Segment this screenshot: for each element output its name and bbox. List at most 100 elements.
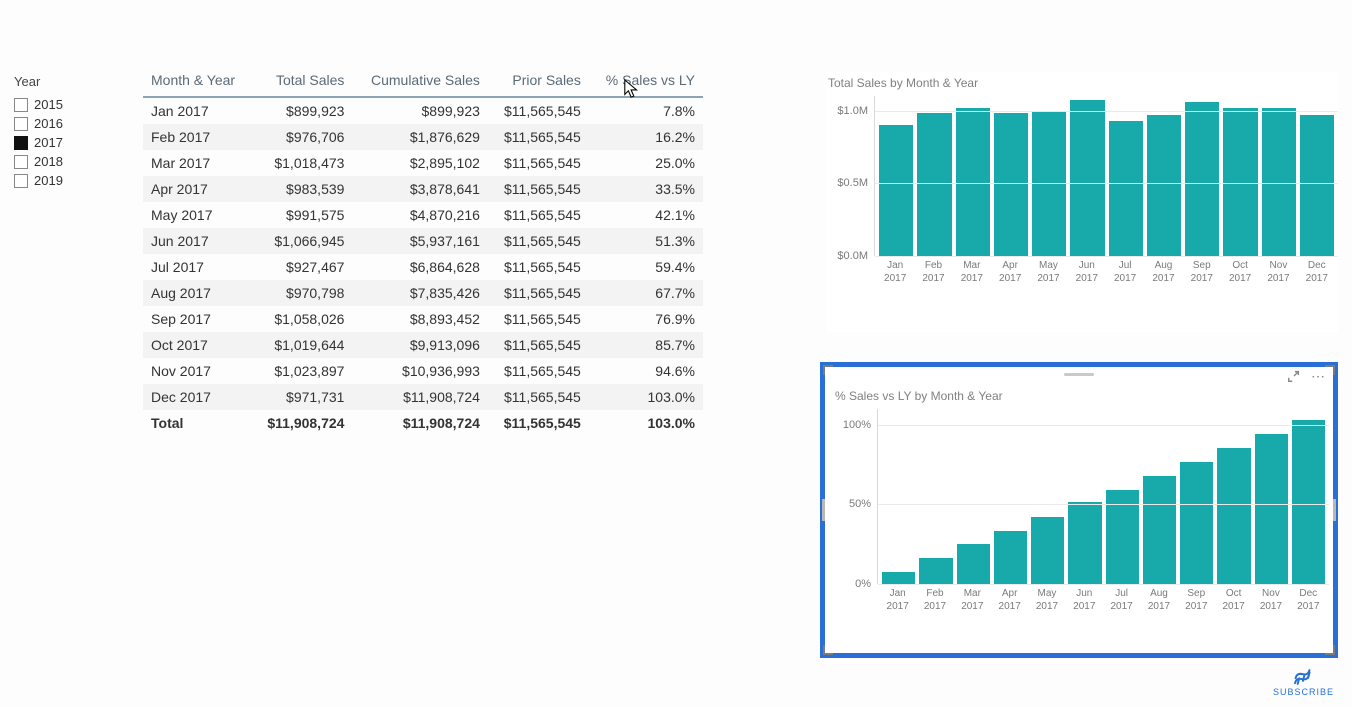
table-cell: $899,923: [352, 97, 487, 124]
chart-bar[interactable]: [1180, 462, 1213, 584]
table-cell: Oct 2017: [143, 332, 252, 358]
total-sales-chart[interactable]: Total Sales by Month & Year $1.0M$0.5M$0…: [826, 72, 1338, 332]
chart-bar[interactable]: [1185, 102, 1219, 256]
table-cell: 51.3%: [589, 228, 703, 254]
table-cell: Feb 2017: [143, 124, 252, 150]
x-axis-label: Sep2017: [1185, 260, 1219, 285]
table-cell: $11,565,545: [488, 280, 589, 306]
table-row[interactable]: May 2017$991,575$4,870,216$11,565,54542.…: [143, 202, 703, 228]
table-cell: $4,870,216: [352, 202, 487, 228]
chart-bar[interactable]: [1255, 434, 1288, 585]
chart-bar[interactable]: [919, 558, 952, 584]
table-cell: $11,565,545: [488, 358, 589, 384]
table-cell: 94.6%: [589, 358, 703, 384]
checkbox-icon[interactable]: [14, 155, 28, 169]
resize-handle-br[interactable]: [1325, 645, 1335, 655]
chart-bar[interactable]: [956, 108, 990, 256]
x-axis-label: Nov2017: [1261, 260, 1295, 285]
column-header[interactable]: Month & Year: [143, 66, 252, 97]
chart-bar[interactable]: [879, 125, 913, 256]
chart-bar[interactable]: [994, 113, 1028, 256]
table-row[interactable]: Nov 2017$1,023,897$10,936,993$11,565,545…: [143, 358, 703, 384]
column-header[interactable]: % Sales vs LY: [589, 66, 703, 97]
table-cell: Total: [143, 410, 252, 436]
slicer-item[interactable]: 2016: [14, 114, 124, 133]
slicer-item[interactable]: 2018: [14, 152, 124, 171]
y-axis-label: $0.5M: [837, 177, 868, 189]
slicer-item-label: 2018: [34, 154, 63, 169]
table-cell: $991,575: [252, 202, 353, 228]
x-axis-label: Oct2017: [1223, 260, 1257, 285]
table-row[interactable]: Oct 2017$1,019,644$9,913,096$11,565,5458…: [143, 332, 703, 358]
column-header[interactable]: Prior Sales: [488, 66, 589, 97]
table-row[interactable]: Jun 2017$1,066,945$5,937,161$11,565,5455…: [143, 228, 703, 254]
slicer-item[interactable]: 2019: [14, 171, 124, 190]
chart-bar[interactable]: [1217, 448, 1250, 584]
column-header[interactable]: Total Sales: [252, 66, 353, 97]
table-cell: $11,908,724: [252, 410, 353, 436]
table-row[interactable]: Dec 2017$971,731$11,908,724$11,565,54510…: [143, 384, 703, 410]
table-cell: $11,908,724: [352, 384, 487, 410]
chart-bar[interactable]: [994, 531, 1027, 584]
more-options-icon[interactable]: ⋯: [1311, 369, 1325, 385]
x-axis-label: Sep2017: [1180, 588, 1213, 613]
slicer-item-label: 2019: [34, 173, 63, 188]
slicer-item[interactable]: 2017: [14, 133, 124, 152]
chart-bar[interactable]: [1070, 100, 1104, 256]
table-cell: $11,565,545: [488, 410, 589, 436]
chart-bar[interactable]: [1031, 517, 1064, 584]
table-cell: Nov 2017: [143, 358, 252, 384]
chart-bar[interactable]: [1147, 115, 1181, 256]
chart-bar[interactable]: [1292, 420, 1325, 584]
x-axis-label: Dec2017: [1300, 260, 1334, 285]
table-row[interactable]: Sep 2017$1,058,026$8,893,452$11,565,5457…: [143, 306, 703, 332]
slicer-item[interactable]: 2015: [14, 95, 124, 114]
pct-sales-chart-selected[interactable]: ⋯ % Sales vs LY by Month & Year 100%50%0…: [820, 362, 1338, 658]
table-cell: $899,923: [252, 97, 353, 124]
x-axis-label: Apr2017: [993, 588, 1026, 613]
chart-bar[interactable]: [917, 113, 951, 256]
table-cell: 7.8%: [589, 97, 703, 124]
checkbox-icon[interactable]: [14, 98, 28, 112]
x-axis-label: Jul2017: [1105, 588, 1138, 613]
checkbox-icon[interactable]: [14, 136, 28, 150]
slicer-item-label: 2015: [34, 97, 63, 112]
table-cell: $11,565,545: [488, 124, 589, 150]
table-cell: $1,876,629: [352, 124, 487, 150]
chart-bar[interactable]: [1300, 115, 1334, 256]
table-row[interactable]: Jul 2017$927,467$6,864,628$11,565,54559.…: [143, 254, 703, 280]
focus-mode-icon[interactable]: [1287, 369, 1301, 385]
gridline: [878, 425, 1329, 426]
drag-handle-icon[interactable]: [1064, 373, 1094, 376]
checkbox-icon[interactable]: [14, 117, 28, 131]
table-row[interactable]: Mar 2017$1,018,473$2,895,102$11,565,5452…: [143, 150, 703, 176]
chart-bar[interactable]: [1143, 476, 1176, 584]
slicer-item-label: 2017: [34, 135, 63, 150]
table-cell: $11,565,545: [488, 254, 589, 280]
chart-bar[interactable]: [1262, 108, 1296, 256]
checkbox-icon[interactable]: [14, 174, 28, 188]
x-axis-label: Dec2017: [1292, 588, 1325, 613]
table-row[interactable]: Jan 2017$899,923$899,923$11,565,5457.8%: [143, 97, 703, 124]
chart-title: Total Sales by Month & Year: [826, 72, 1338, 96]
y-axis-label: 0%: [855, 578, 871, 590]
table-cell: $983,539: [252, 176, 353, 202]
chart-bar[interactable]: [882, 572, 915, 584]
x-axis-label: Jun2017: [1070, 260, 1104, 285]
x-axis-label: Feb2017: [916, 260, 950, 285]
resize-handle-bl[interactable]: [823, 645, 833, 655]
column-header[interactable]: Cumulative Sales: [352, 66, 487, 97]
table-cell: Apr 2017: [143, 176, 252, 202]
chart-bar[interactable]: [1223, 108, 1257, 256]
table-row[interactable]: Feb 2017$976,706$1,876,629$11,565,54516.…: [143, 124, 703, 150]
chart-bar[interactable]: [1109, 121, 1143, 256]
subscribe-watermark: SUBSCRIBE: [1273, 664, 1334, 697]
chart-bar[interactable]: [1068, 502, 1101, 584]
table-cell: Mar 2017: [143, 150, 252, 176]
resize-handle-left[interactable]: [822, 499, 825, 521]
table-row[interactable]: Aug 2017$970,798$7,835,426$11,565,54567.…: [143, 280, 703, 306]
chart-bar[interactable]: [957, 544, 990, 584]
table-row[interactable]: Apr 2017$983,539$3,878,641$11,565,54533.…: [143, 176, 703, 202]
resize-handle-right[interactable]: [1333, 499, 1336, 521]
table-cell: Jul 2017: [143, 254, 252, 280]
